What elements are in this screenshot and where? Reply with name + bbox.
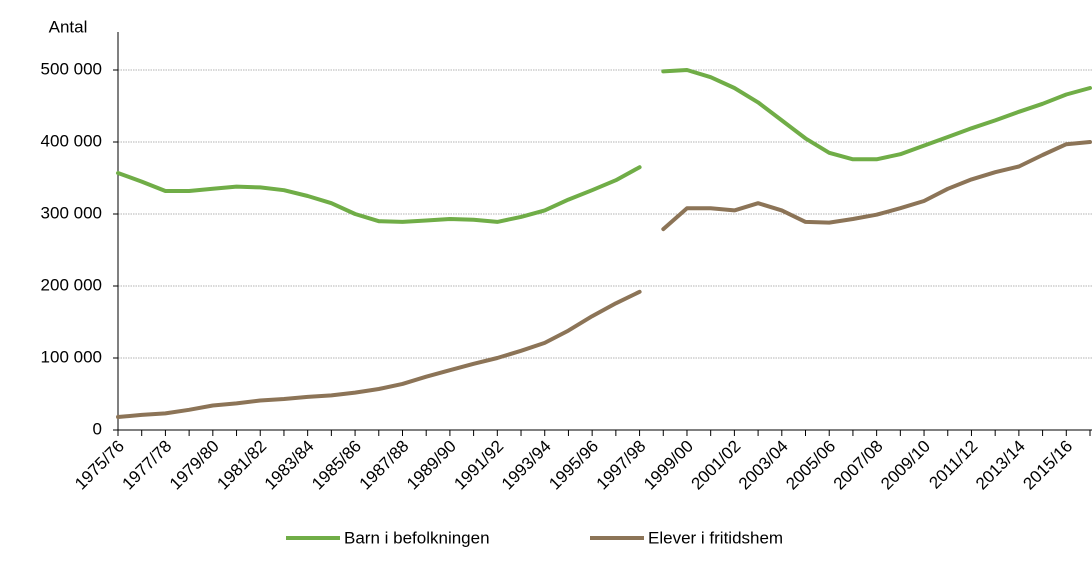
x-tick-label: 1985/86 — [308, 437, 365, 494]
x-tick-label: 2011/12 — [925, 437, 981, 493]
x-tick-label: 1997/98 — [593, 437, 650, 494]
legend-label: Barn i befolkningen — [344, 528, 490, 547]
y-tick-label: 500 000 — [41, 59, 102, 78]
y-axis-label: Antal — [49, 17, 88, 36]
x-tick-label: 1999/00 — [640, 437, 697, 494]
series-line — [116, 165, 642, 224]
x-tick-label: 1979/80 — [166, 437, 223, 494]
legend-label: Elever i fritidshem — [648, 528, 783, 547]
x-tick-label: 2007/08 — [830, 437, 887, 494]
series-line — [116, 289, 642, 419]
series-line — [661, 140, 1092, 232]
x-tick-label: 2015/16 — [1019, 437, 1076, 494]
x-tick-label: 1977/78 — [119, 437, 176, 494]
x-tick-label: 1981/82 — [213, 437, 270, 494]
x-tick-label: 2009/10 — [877, 437, 934, 494]
x-tick-label: 1983/84 — [261, 437, 318, 494]
x-tick-label: 1995/96 — [545, 437, 602, 494]
y-tick-label: 300 000 — [41, 203, 102, 222]
x-tick-label: 2003/04 — [735, 437, 792, 494]
y-tick-label: 0 — [93, 419, 102, 438]
x-tick-label: 2005/06 — [782, 437, 839, 494]
series-line — [661, 68, 1092, 162]
x-tick-label: 1991/92 — [450, 437, 507, 494]
y-tick-label: 400 000 — [41, 131, 102, 150]
x-tick-label: 1993/94 — [498, 437, 555, 494]
y-tick-label: 100 000 — [41, 347, 102, 366]
x-tick-label: 2001/02 — [688, 437, 745, 494]
x-tick-label: 1989/90 — [403, 437, 460, 494]
x-tick-label: 1975/76 — [71, 437, 128, 494]
y-tick-label: 200 000 — [41, 275, 102, 294]
x-tick-label: 2013/14 — [972, 437, 1029, 494]
x-tick-label: 1987/88 — [356, 437, 413, 494]
